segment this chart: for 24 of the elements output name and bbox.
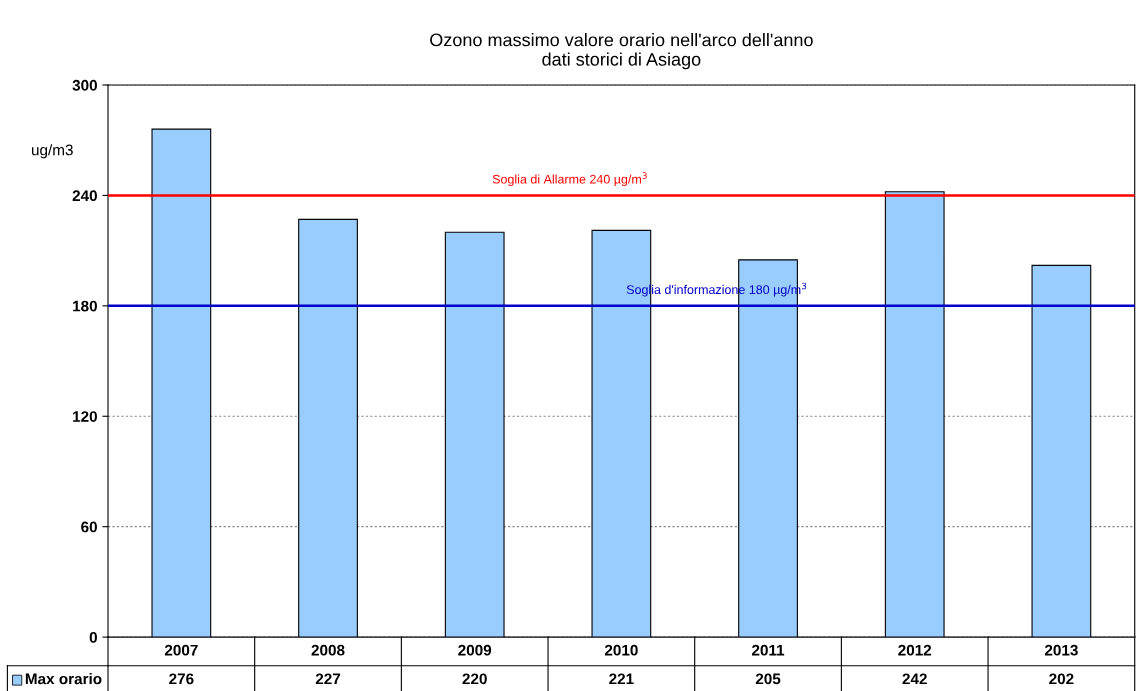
y-tick-label: 180 [73,300,97,312]
x-tick-label: 2012 [898,644,932,656]
ref-line-label: Soglia di Allarme 240 µg/m$^{3}$ [492,172,647,187]
y-tick-label: 120 [73,411,97,422]
data-label: 220 [462,673,487,685]
legend-label: Max orario [25,673,102,685]
x-tick-label: 2009 [458,644,492,656]
chart-title: Ozono massimo valore orario nell'arco dell'anno dati storici di Asiago [430,33,813,70]
data-label: 205 [755,673,781,685]
x-tick-label: 2010 [604,644,638,656]
x-tick-label: 2013 [1044,644,1078,656]
y-tick-label: 240 [72,190,97,202]
data-label: 202 [1049,673,1074,685]
data-label: 242 [902,673,927,685]
data-label: 221 [609,673,634,685]
x-tick-label: 2008 [311,644,345,656]
x-tick-label: 2011 [752,644,785,656]
y-tick-label: 0 [89,631,97,643]
y-axis-title: ug/m3 [32,144,73,159]
data-label: 276 [169,673,194,685]
y-tick-label: 300 [72,79,97,91]
y-tick-label: 60 [81,521,97,533]
x-tick-label: 2007 [164,644,198,656]
data-label: 227 [315,673,341,685]
